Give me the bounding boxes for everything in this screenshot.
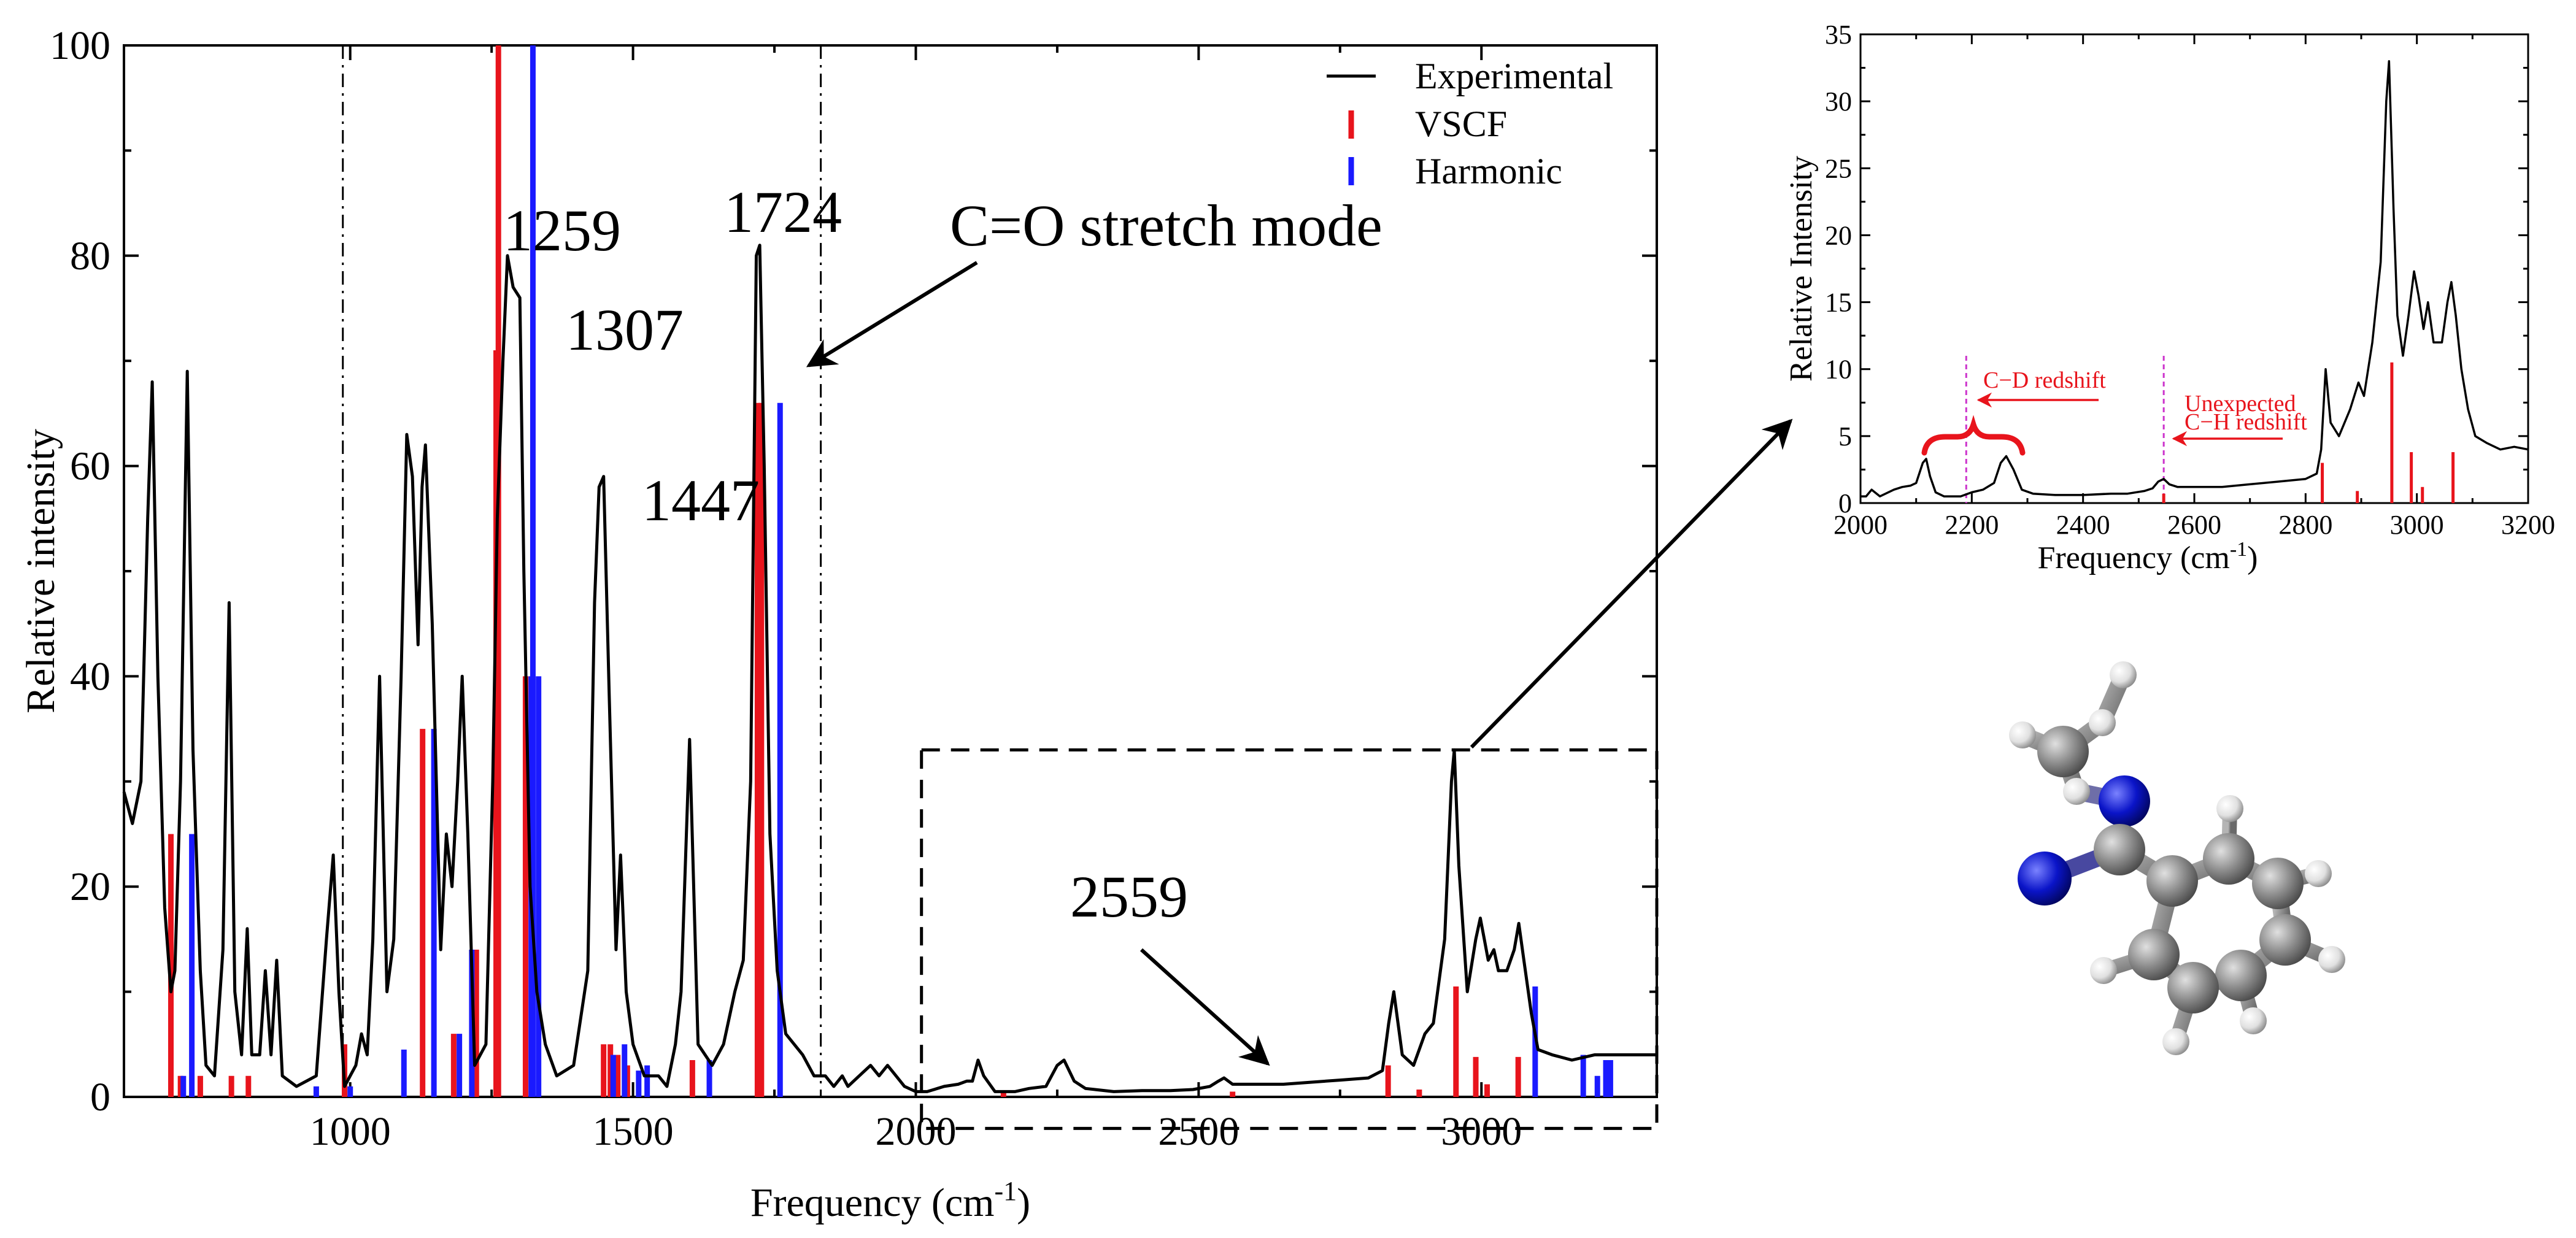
y-tick-label: 0 — [1838, 488, 1852, 518]
atom-h — [2305, 860, 2332, 887]
atom-c — [2167, 962, 2219, 1013]
co-stretch-arrow — [806, 261, 978, 367]
zoom-connector-arrow — [1470, 418, 1793, 749]
ch-redshift-label: C−H redshift — [2185, 409, 2307, 435]
y-tick-label: 0 — [90, 1075, 110, 1120]
atom-c — [2094, 824, 2145, 875]
y-tick-label: 80 — [70, 234, 110, 279]
y-tick-label: 35 — [1825, 20, 1852, 50]
x-tick-label: 2000 — [875, 1109, 956, 1154]
atom-c — [2037, 726, 2089, 777]
main-y-axis-title: Relative intensity — [18, 429, 63, 713]
x-tick-label: 2800 — [2278, 510, 2332, 540]
inset-x-tick-labels: 2000 2200 2400 2600 2800 3000 3200 — [1834, 510, 2555, 540]
x-tick-label: 2500 — [1158, 1109, 1239, 1154]
zoom-region-box — [920, 748, 1659, 1130]
x-tick-label: 2600 — [2167, 510, 2221, 540]
peak-label-1724: 1724 — [724, 179, 842, 245]
x-tick-label: 3000 — [1441, 1109, 1522, 1154]
atom-c — [2128, 929, 2180, 980]
atom-c — [2252, 858, 2304, 909]
inset-spectrum-chart: 2000 2200 2400 2600 2800 3000 3200 0 5 10 15 20 25 3… — [1784, 20, 2555, 575]
experimental-spectrum-line — [122, 244, 1657, 1093]
x-tick-label: 2200 — [1945, 510, 1999, 540]
y-tick-label: 40 — [70, 654, 110, 699]
atom-h — [2009, 721, 2036, 748]
y-tick-label: 25 — [1825, 153, 1852, 183]
main-axis-ticks — [124, 44, 1657, 1098]
x-tick-label: 2000 — [1834, 510, 1888, 540]
atom-c — [2259, 914, 2311, 966]
atom-h — [2162, 1028, 2189, 1055]
peak-label-1259: 1259 — [503, 198, 621, 263]
main-legend: Experimental VSCF Harmonic — [1327, 56, 1613, 191]
cd-redshift-label: C−D redshift — [1983, 367, 2106, 393]
x-tick-label: 1000 — [310, 1109, 391, 1154]
y-tick-label: 30 — [1825, 87, 1852, 117]
inset-y-tick-labels: 0 5 10 15 20 25 30 35 — [1825, 20, 1852, 518]
main-x-tick-labels: 1000 1500 2000 2500 3000 — [310, 1109, 1522, 1154]
y-tick-label: 10 — [1825, 355, 1852, 385]
x-tick-label: 3000 — [2390, 510, 2444, 540]
molecule-atoms — [2009, 661, 2345, 1055]
main-x-axis-title: Frequency (cm-1) — [750, 1176, 1030, 1225]
main-spectrum-chart: 1000 1500 2000 2500 3000 0 20 40 60 80 100 Freque… — [18, 23, 1659, 1225]
cd-brace — [1921, 415, 2026, 456]
peak-label-1307: 1307 — [566, 297, 684, 363]
atom-h — [2216, 795, 2243, 822]
atom-c — [2146, 855, 2198, 907]
main-reference-lines — [342, 45, 822, 1097]
legend-experimental-label: Experimental — [1415, 56, 1613, 96]
y-tick-label: 100 — [50, 23, 110, 68]
y-tick-label: 5 — [1838, 421, 1852, 452]
atom-c — [2203, 833, 2254, 885]
atom-h — [2240, 1007, 2267, 1034]
inset-x-axis-title: Frequency (cm-1) — [2038, 538, 2258, 575]
inset-axis-ticks — [1859, 33, 2529, 504]
main-y-tick-labels: 0 20 40 60 80 100 — [50, 23, 110, 1120]
atom-h — [2090, 957, 2117, 984]
x-tick-label: 3200 — [2501, 510, 2555, 540]
y-tick-label: 20 — [1825, 220, 1852, 250]
peak-2559-arrow — [1140, 948, 1270, 1066]
inset-stick-bars — [2162, 362, 2455, 503]
atom-h — [2063, 778, 2090, 805]
atom-h — [2089, 709, 2116, 736]
ch-unexpected-label: Unexpected — [2185, 391, 2296, 417]
molecule-structure — [2009, 661, 2345, 1055]
atom-h — [2318, 946, 2345, 973]
legend-harmonic-label: Harmonic — [1415, 151, 1562, 191]
y-tick-label: 60 — [70, 444, 110, 489]
atom-n — [2099, 775, 2150, 827]
main-plot-frame — [123, 44, 1658, 1098]
atom-n — [2018, 852, 2072, 905]
peak-label-1447: 1447 — [642, 467, 760, 533]
peak-label-2559: 2559 — [1070, 864, 1188, 929]
atom-h — [2110, 661, 2137, 688]
x-tick-label: 1500 — [593, 1109, 674, 1154]
legend-vscf-label: VSCF — [1415, 104, 1507, 144]
y-tick-label: 15 — [1825, 288, 1852, 318]
inset-y-axis-title: Relative Intensity — [1784, 156, 1819, 382]
zoom-region-rect — [920, 748, 1659, 1130]
atom-c — [2215, 950, 2267, 1001]
x-tick-label: 2400 — [2056, 510, 2110, 540]
inset-experimental-line — [1861, 60, 2529, 498]
y-tick-label: 20 — [70, 864, 110, 909]
co-stretch-label: C=O stretch mode — [950, 193, 1382, 258]
